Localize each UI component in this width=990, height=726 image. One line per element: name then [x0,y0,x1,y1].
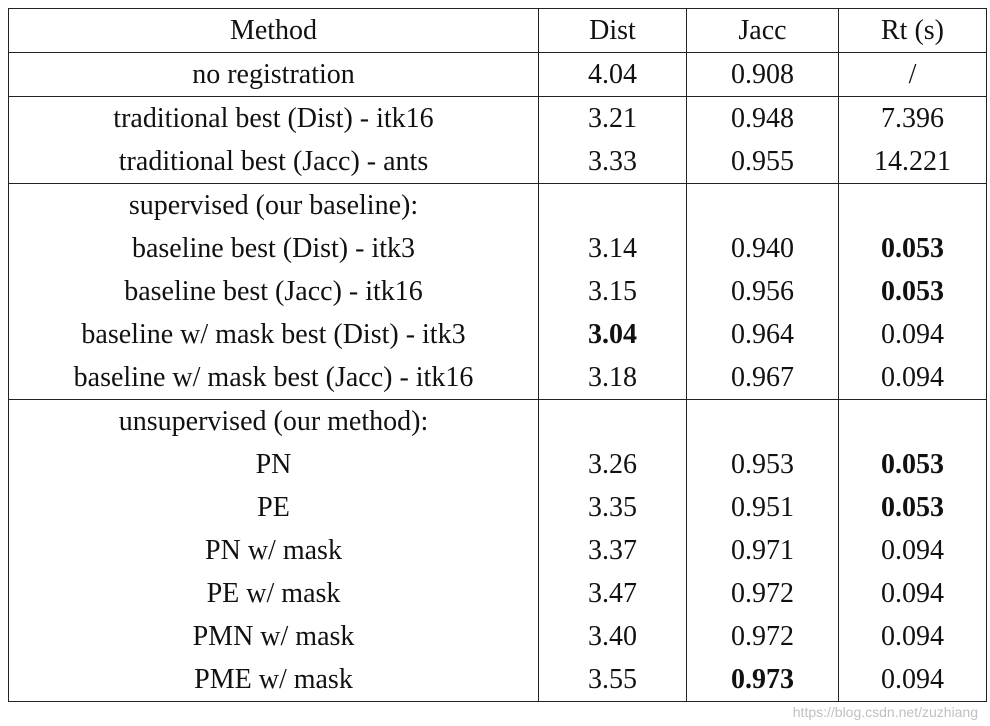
results-table: Method Dist Jacc Rt (s) no registration 4.04… [8,8,987,702]
cell: PMN w/ mask [8,615,539,658]
cell: 0.973 [686,658,839,702]
cell: PE w/ mask [8,572,539,615]
cell: 0.972 [686,572,839,615]
cell: / [838,52,987,97]
cell: 0.094 [838,529,987,572]
header-row: Method Dist Jacc Rt (s) [8,8,987,53]
cell: 4.04 [538,52,687,97]
cell: baseline w/ mask best (Jacc) - itk16 [8,356,539,400]
row: PN 3.26 0.953 0.053 [8,443,987,486]
cell: PN [8,443,539,486]
cell: 3.18 [538,356,687,400]
cell: baseline w/ mask best (Dist) - itk3 [8,313,539,356]
group-row: supervised (our baseline): [8,183,987,227]
cell: traditional best (Jacc) - ants [8,140,539,184]
cell: 3.26 [538,443,687,486]
cell: 3.55 [538,658,687,702]
row: baseline best (Dist) - itk3 3.14 0.940 0.05… [8,227,987,270]
cell: 3.21 [538,96,687,140]
cell: PE [8,486,539,529]
row: traditional best (Dist) - itk16 3.21 0.948… [8,96,987,140]
cell: 0.948 [686,96,839,140]
cell: 0.956 [686,270,839,313]
cell: 0.053 [838,270,987,313]
cell: 3.35 [538,486,687,529]
watermark: https://blog.csdn.net/zuzhiang [792,704,978,720]
header-cell: Jacc [686,8,839,53]
cell: PME w/ mask [8,658,539,702]
header-cell: Rt (s) [838,8,987,53]
cell: 0.967 [686,356,839,400]
cell: 3.15 [538,270,687,313]
cell: 3.47 [538,572,687,615]
row: baseline w/ mask best (Jacc) - itk16 3.18… [8,356,987,400]
row: PMN w/ mask 3.40 0.972 0.094 [8,615,987,658]
cell: 0.094 [838,615,987,658]
cell: 0.971 [686,529,839,572]
row: baseline best (Jacc) - itk16 3.15 0.956 0.0… [8,270,987,313]
cell: 0.094 [838,572,987,615]
cell: 0.940 [686,227,839,270]
cell: 0.094 [838,356,987,400]
cell: 0.953 [686,443,839,486]
cell: 0.951 [686,486,839,529]
cell: PN w/ mask [8,529,539,572]
cell: 3.33 [538,140,687,184]
cell: traditional best (Dist) - itk16 [8,96,539,140]
cell: 0.094 [838,313,987,356]
group-label: supervised (our baseline): [8,183,539,227]
cell: 7.396 [838,96,987,140]
cell: 0.955 [686,140,839,184]
header-cell: Dist [538,8,687,53]
row: PE w/ mask 3.47 0.972 0.094 [8,572,987,615]
cell: baseline best (Dist) - itk3 [8,227,539,270]
cell: 0.053 [838,443,987,486]
row: baseline w/ mask best (Dist) - itk3 3.04 0… [8,313,987,356]
cell: 3.04 [538,313,687,356]
cell: no registration [8,52,539,97]
row: PE 3.35 0.951 0.053 [8,486,987,529]
cell: 3.14 [538,227,687,270]
cell: 0.972 [686,615,839,658]
cell: 0.964 [686,313,839,356]
cell: 3.37 [538,529,687,572]
cell: 0.094 [838,658,987,702]
cell: 14.221 [838,140,987,184]
header-cell: Method [8,8,539,53]
group-row: unsupervised (our method): [8,399,987,443]
row: PME w/ mask 3.55 0.973 0.094 [8,658,987,702]
cell: 0.053 [838,227,987,270]
cell: 0.908 [686,52,839,97]
group-label: unsupervised (our method): [8,399,539,443]
cell: 0.053 [838,486,987,529]
row: traditional best (Jacc) - ants 3.33 0.955 1… [8,140,987,184]
cell: baseline best (Jacc) - itk16 [8,270,539,313]
row: no registration 4.04 0.908/ [8,52,987,97]
row: PN w/ mask 3.37 0.971 0.094 [8,529,987,572]
cell: 3.40 [538,615,687,658]
